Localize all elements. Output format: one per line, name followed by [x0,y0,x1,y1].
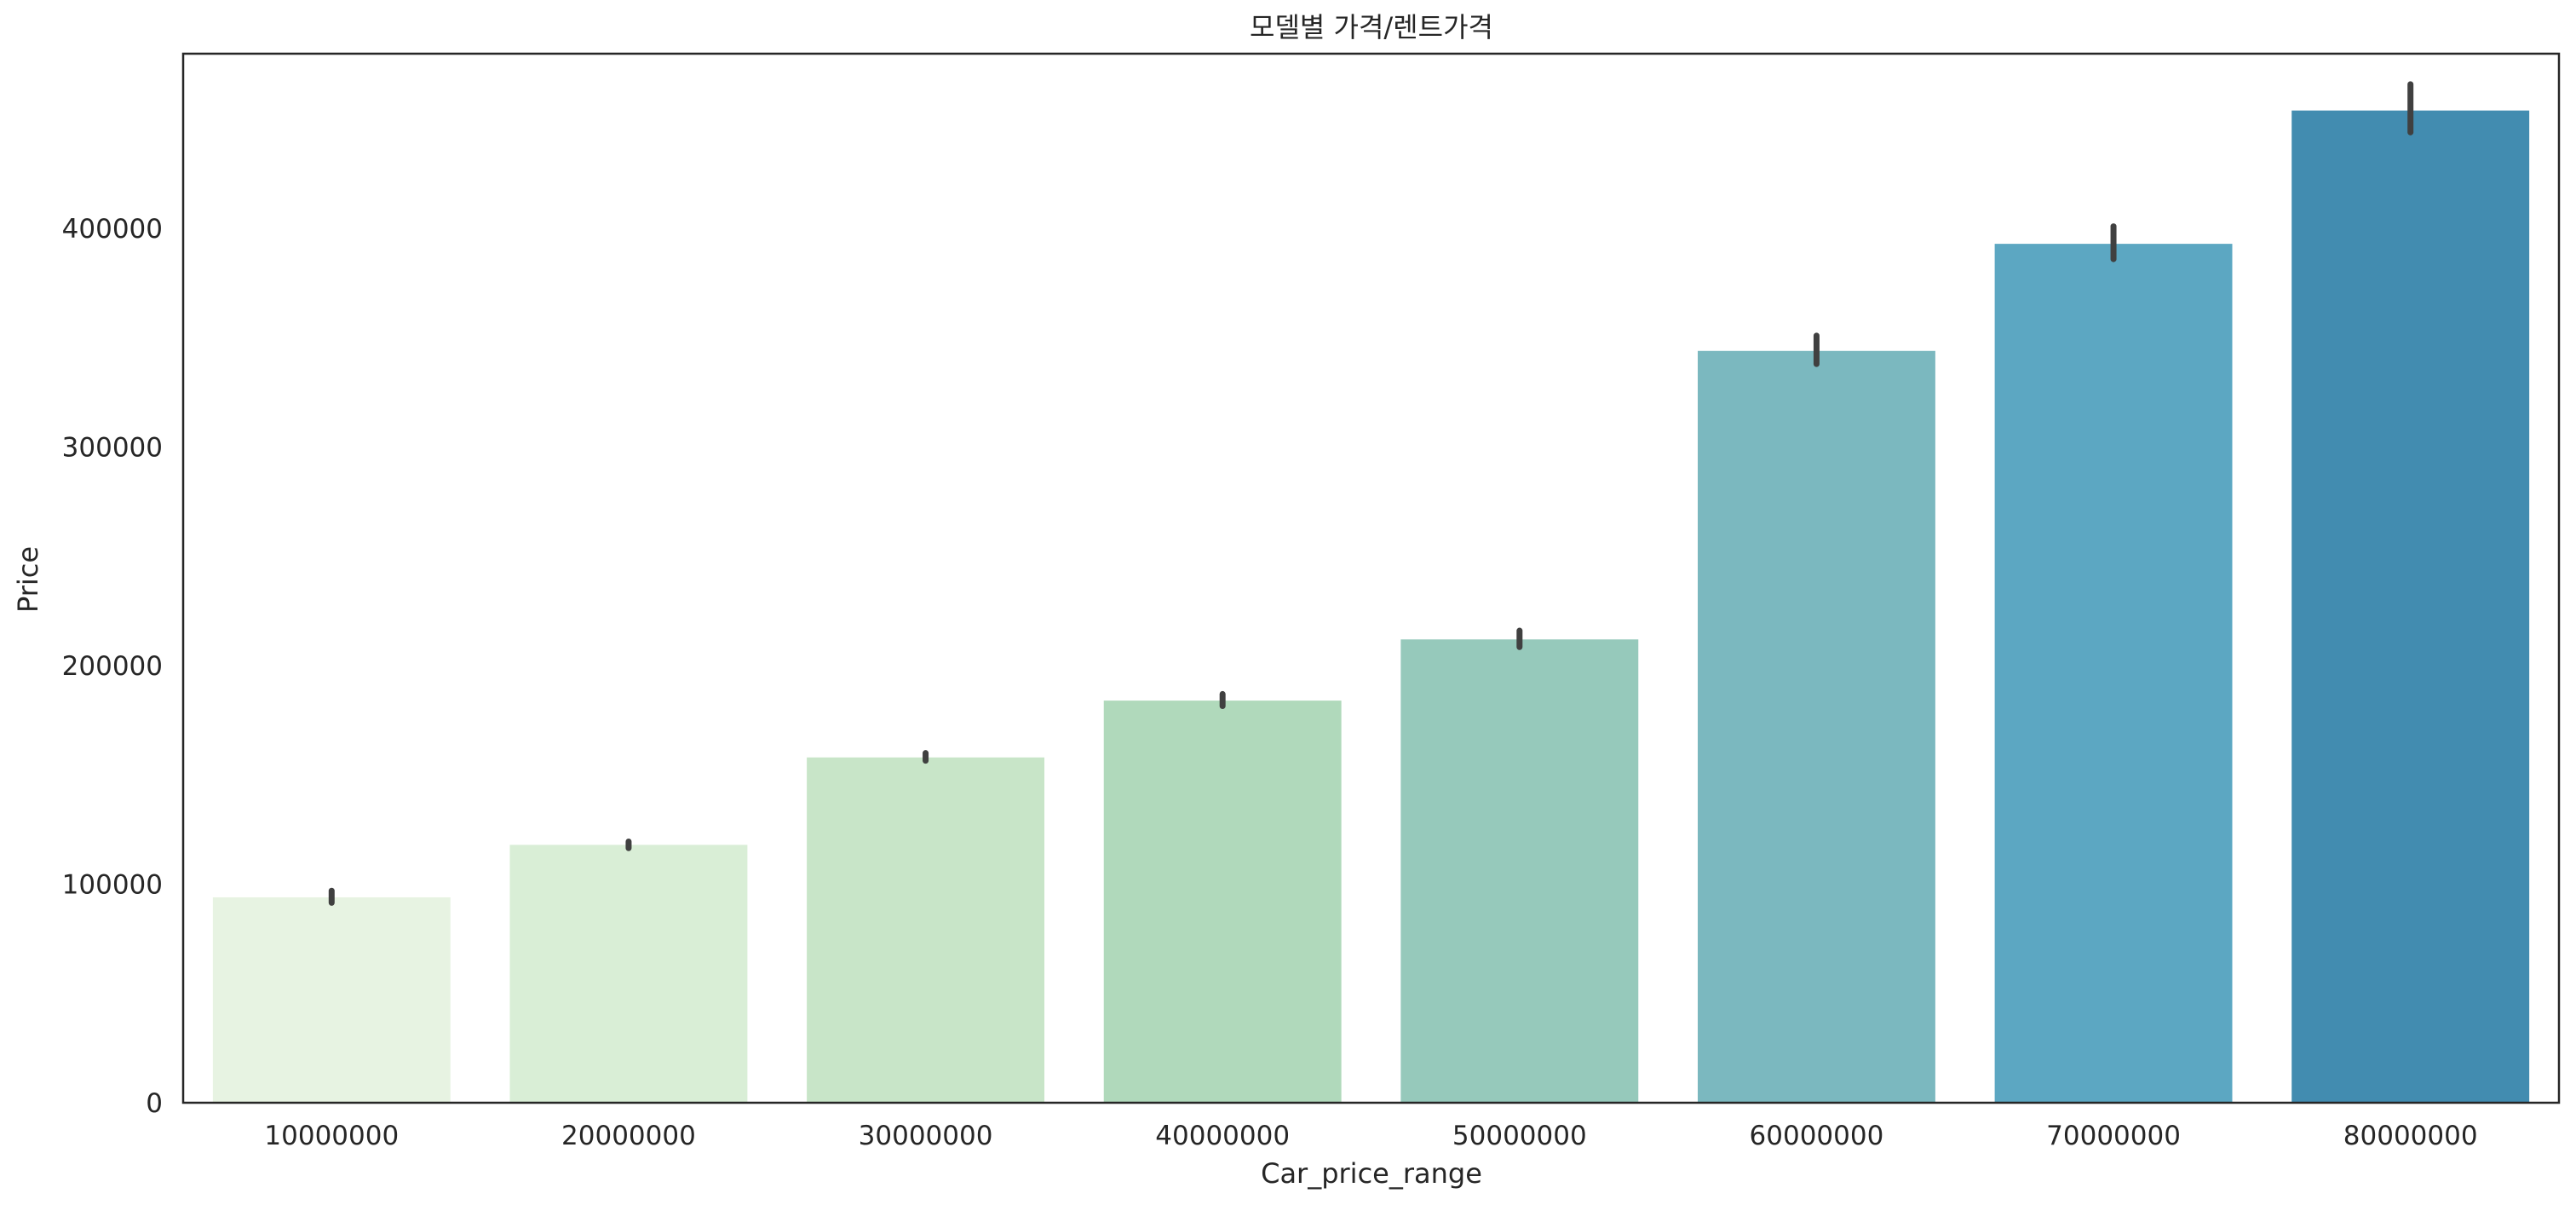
bar-10000000 [212,897,451,1103]
bar-70000000 [1994,244,2233,1103]
error-bars-layer [328,81,2414,906]
bar-80000000 [2291,110,2530,1103]
plot-frame [181,52,2561,1104]
bar-60000000 [1697,350,1935,1103]
x-tick-label: 10000000 [264,1121,399,1151]
bar-40000000 [1103,701,1342,1103]
x-tick-label: 50000000 [1452,1121,1587,1151]
x-tick-label: 80000000 [2343,1121,2478,1151]
y-tick-label: 100000 [62,870,163,901]
y-tick-label: 300000 [62,433,163,464]
x-tick-label: 60000000 [1750,1121,1884,1151]
y-tick-label: 200000 [62,651,163,682]
y-tick-label: 400000 [62,214,163,245]
x-tick-label: 20000000 [561,1121,696,1151]
bars-layer [212,110,2530,1103]
x-tick-label: 30000000 [859,1121,993,1151]
bar-50000000 [1400,639,1639,1103]
y-tick-label: 0 [146,1088,163,1119]
x-axis-ticks: 10000000 20000000 30000000 40000000 50000000… [264,1121,2477,1151]
x-axis-label: Car_price_range [1261,1157,1482,1190]
x-tick-label: 40000000 [1155,1121,1290,1151]
bar-30000000 [807,757,1045,1103]
chart-title: 모델별 가격/렌트가격 [1250,11,1493,43]
y-axis-ticks: 0 100000 200000 300000 400000 [62,214,163,1119]
y-axis-label: Price [12,546,44,613]
bar-20000000 [509,845,748,1103]
x-tick-label: 70000000 [2046,1121,2181,1151]
